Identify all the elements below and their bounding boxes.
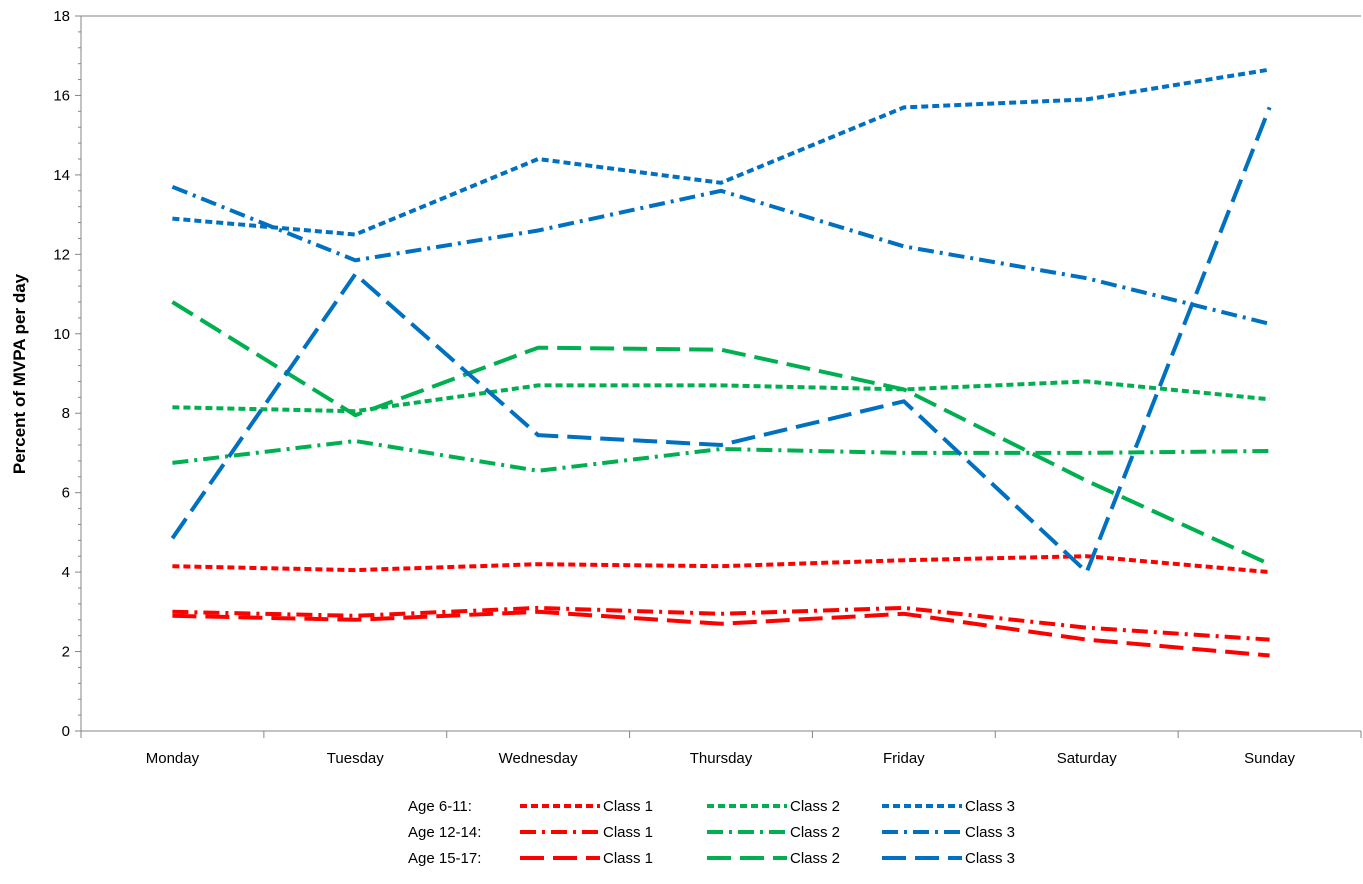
- plot-area: 0 2 4 6 8 10 12 14 16 18 Monday Tuesday Wednesday Th…: [53, 8, 1362, 767]
- series-line-9: [170, 106, 1272, 575]
- legend-entry-label: Class 3: [965, 850, 1015, 867]
- y-tick-label: 2: [62, 644, 70, 661]
- x-tick-label: Tuesday: [327, 750, 384, 767]
- y-tick-label: 14: [53, 167, 70, 184]
- x-tick-label: Saturday: [1057, 750, 1118, 767]
- series-line-1: [172, 554, 1270, 575]
- y-axis-label: Percent of MVPA per day: [10, 273, 29, 474]
- y-tick-label: 4: [62, 564, 70, 581]
- legend-entry-label: Class 3: [965, 798, 1015, 815]
- series-line-2: [172, 379, 1270, 414]
- y-tick-label: 10: [53, 326, 70, 343]
- x-tick-label: Thursday: [690, 750, 753, 767]
- legend-entry-label: Class 3: [965, 824, 1015, 841]
- y-tick-label: 0: [62, 723, 70, 740]
- y-axis-ticks: 0 2 4 6 8 10 12 14 16 18: [53, 8, 81, 740]
- y-tick-label: 18: [53, 8, 70, 25]
- legend-group-label: Age 6-11:: [408, 798, 472, 815]
- series-line-6: [171, 184, 1271, 326]
- legend-group-label: Age 15-17:: [408, 850, 481, 867]
- series-line-3: [172, 67, 1270, 237]
- legend-entry-label: Class 2: [790, 850, 840, 867]
- x-tick-label: Friday: [883, 750, 925, 767]
- legend-entry-label: Class 2: [790, 824, 840, 841]
- legend-entry-label: Class 2: [790, 798, 840, 815]
- y-tick-label: 12: [53, 246, 70, 263]
- x-tick-label: Sunday: [1244, 750, 1295, 767]
- x-axis-ticks: Monday Tuesday Wednesday Thursday Friday Satu…: [80, 731, 1362, 767]
- legend-entry-label: Class 1: [603, 850, 653, 867]
- series-line-8: [171, 300, 1271, 567]
- x-tick-label: Monday: [146, 750, 200, 767]
- legend-group-label: Age 12-14:: [408, 824, 481, 841]
- y-tick-label: 16: [53, 87, 70, 104]
- y-tick-label: 8: [62, 405, 70, 422]
- legend-entry-label: Class 1: [603, 824, 653, 841]
- legend-entry-label: Class 1: [603, 798, 653, 815]
- legend: Age 6-11: Class 1 Class 2 Class 3 Age 12-14:…: [408, 798, 1015, 867]
- x-tick-label: Wednesday: [499, 750, 578, 767]
- series-line-7: [172, 609, 1270, 658]
- y-tick-label: 6: [62, 485, 70, 502]
- series-lines: [170, 67, 1272, 658]
